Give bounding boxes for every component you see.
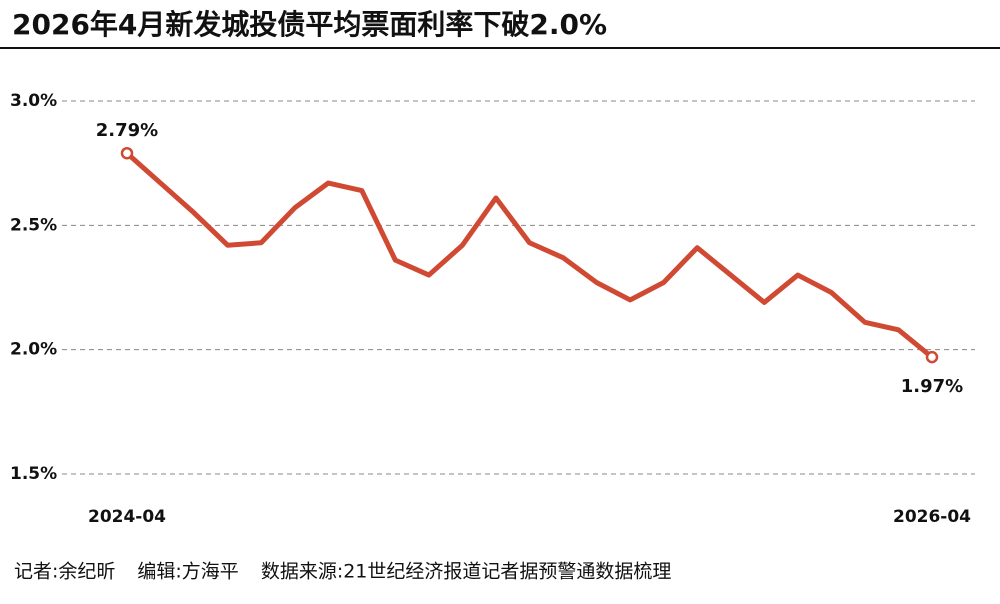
- y-tick-label: 2.0%: [10, 340, 57, 360]
- x-tick-label: 2026-04: [893, 507, 971, 527]
- end-marker: [120, 146, 134, 160]
- footer-note: 数据来源:21世纪经济报道记者据预警通数据梳理: [261, 561, 672, 583]
- footer-note: 编辑:方海平: [137, 561, 238, 583]
- end-marker: [925, 350, 939, 364]
- chart-title: 2026年4月新发城投债平均票面利率下破2.0%: [12, 8, 607, 41]
- y-tick-label: 2.5%: [10, 215, 57, 235]
- line: [124, 150, 935, 360]
- y-tick-label: 3.0%: [10, 91, 57, 111]
- x-tick-label: 2024-04: [88, 507, 166, 527]
- data-label: 1.97%: [901, 376, 963, 397]
- data-label: 2.79%: [96, 120, 158, 141]
- y-tick-label: 1.5%: [10, 464, 57, 484]
- footer-note: 记者:余纪昕: [14, 561, 115, 583]
